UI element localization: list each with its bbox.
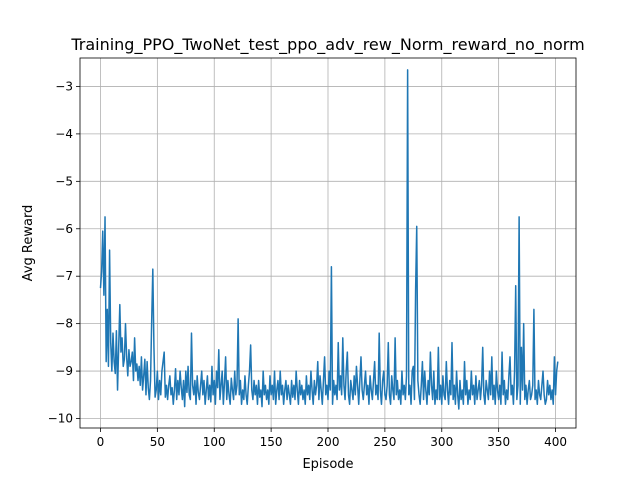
x-axis-label: Episode bbox=[302, 457, 353, 472]
y-tick-label: −8 bbox=[55, 317, 73, 331]
x-tick-label: 400 bbox=[544, 435, 567, 449]
x-tick-label: 300 bbox=[430, 435, 453, 449]
y-axis-label: Avg Reward bbox=[21, 205, 36, 282]
y-tick-label: −6 bbox=[55, 222, 73, 236]
y-tick-label: −7 bbox=[55, 269, 73, 283]
x-tick-label: 150 bbox=[260, 435, 283, 449]
y-axis: −10 −9 −8 −7 −6 −5 −4 −3 bbox=[48, 79, 80, 426]
y-tick-label: −10 bbox=[48, 412, 73, 426]
grid bbox=[80, 58, 576, 428]
x-tick-label: 200 bbox=[317, 435, 340, 449]
y-tick-label: −9 bbox=[55, 364, 73, 378]
y-tick-label: −5 bbox=[55, 174, 73, 188]
x-tick-label: 250 bbox=[373, 435, 396, 449]
x-tick-label: 0 bbox=[97, 435, 105, 449]
x-axis: 0 50 100 150 200 250 300 350 400 bbox=[97, 428, 567, 449]
y-tick-label: −4 bbox=[55, 127, 73, 141]
chart-title: Training_PPO_TwoNet_test_ppo_adv_rew_Nor… bbox=[70, 35, 584, 55]
x-tick-label: 50 bbox=[150, 435, 165, 449]
y-tick-label: −3 bbox=[55, 79, 73, 93]
x-tick-label: 100 bbox=[203, 435, 226, 449]
series-line bbox=[99, 69, 559, 410]
x-tick-label: 350 bbox=[487, 435, 510, 449]
